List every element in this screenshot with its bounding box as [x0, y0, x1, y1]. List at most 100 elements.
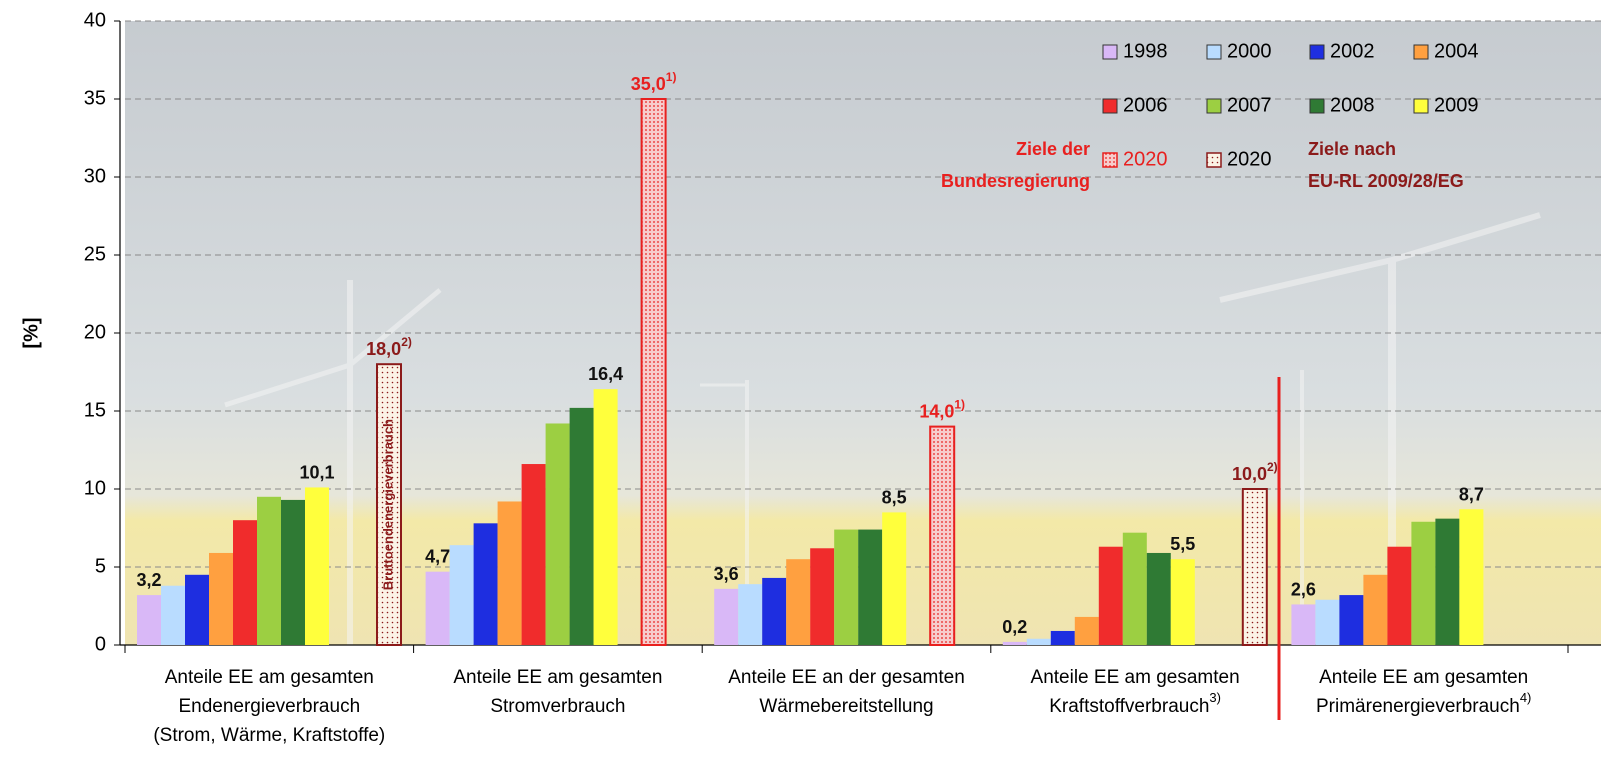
- legend-swatch: [1310, 99, 1324, 113]
- legend-label: 2002: [1330, 40, 1375, 62]
- x-tick-label-line: Anteile EE an der gesamten: [728, 667, 965, 688]
- data-label-value: 5,5: [1170, 534, 1195, 554]
- bar: [1051, 631, 1075, 645]
- bar: [1123, 533, 1147, 645]
- legend-swatch: [1414, 45, 1428, 59]
- bar: [786, 559, 810, 645]
- x-tick-label-line: Primärenergieverbrauch: [1316, 696, 1520, 717]
- bar: [1243, 489, 1267, 645]
- bar: [570, 408, 594, 645]
- data-label-value: 16,4: [588, 364, 623, 384]
- x-tick-note: 4): [1520, 690, 1532, 705]
- legend-group-title: Bundesregierung: [941, 171, 1090, 191]
- data-label-value: 2,6: [1291, 579, 1316, 599]
- bar: [810, 548, 834, 645]
- y-tick-label: 0: [95, 633, 106, 655]
- x-tick-label: Anteile EE am gesamten: [165, 667, 374, 688]
- legend-label: 2020: [1227, 148, 1272, 170]
- bar: [305, 487, 329, 645]
- x-tick-label-line: (Strom, Wärme, Kraftstoffe): [153, 725, 385, 746]
- x-tick-label: Anteile EE am gesamten: [453, 667, 662, 688]
- data-label-value: 35,0: [631, 74, 666, 94]
- y-tick-label: 5: [95, 555, 106, 577]
- x-tick-label: Anteile EE an der gesamten: [728, 667, 965, 688]
- x-tick-label: Stromverbrauch: [490, 696, 625, 717]
- bar: [1363, 575, 1387, 645]
- bar: [930, 427, 954, 645]
- x-tick-label: Endenergieverbrauch: [178, 696, 360, 717]
- x-tick-label-line: Anteile EE am gesamten: [1319, 667, 1528, 688]
- bar: [1459, 509, 1483, 645]
- data-label-note: 2): [401, 335, 412, 349]
- data-label-value: 18,0: [366, 339, 401, 359]
- bar: [257, 497, 281, 645]
- data-label: 5,5: [1170, 534, 1195, 554]
- bar: [498, 501, 522, 645]
- bar: [738, 584, 762, 645]
- x-tick-label-line: Wärmebereitstellung: [759, 696, 933, 717]
- x-tick-label-line: Stromverbrauch: [490, 696, 625, 717]
- data-label-note: 1): [666, 70, 677, 84]
- data-label-note: 1): [954, 398, 965, 412]
- x-tick-label: Primärenergieverbrauch4): [1316, 690, 1531, 717]
- legend-label: 1998: [1123, 40, 1168, 62]
- legend-swatch: [1207, 45, 1221, 59]
- y-tick-label: 25: [84, 243, 106, 265]
- bar: [546, 423, 570, 645]
- data-label: 16,4: [588, 364, 623, 384]
- y-tick-label: 35: [84, 87, 106, 109]
- bar: [474, 523, 498, 645]
- y-tick-label: 30: [84, 165, 106, 187]
- x-tick-label-line: Anteile EE am gesamten: [165, 667, 374, 688]
- y-tick-label: 20: [84, 321, 106, 343]
- bar: [642, 99, 666, 645]
- x-tick-label: Kraftstoffverbrauch3): [1049, 690, 1221, 717]
- x-tick-label-line: Kraftstoffverbrauch: [1049, 696, 1209, 717]
- x-tick-label: (Strom, Wärme, Kraftstoffe): [153, 725, 385, 746]
- bar: [281, 500, 305, 645]
- bar: [762, 578, 786, 645]
- bar: [1315, 600, 1339, 645]
- bar: [1411, 522, 1435, 645]
- bar: [161, 586, 185, 645]
- bar-annotation: Bruttoendenergieverbrauch: [380, 419, 395, 590]
- bar: [1387, 547, 1411, 645]
- x-tick-label: Anteile EE am gesamten: [1319, 667, 1528, 688]
- data-label: 3,2: [136, 570, 161, 590]
- bar: [858, 530, 882, 645]
- bar: [522, 464, 546, 645]
- y-tick-label: 15: [84, 399, 106, 421]
- data-label: 2,6: [1291, 579, 1316, 599]
- bar: [834, 530, 858, 645]
- bar: [1027, 639, 1051, 645]
- data-label: 4,7: [425, 546, 450, 566]
- legend-swatch: [1207, 153, 1221, 167]
- data-label-value: 10,0: [1232, 464, 1267, 484]
- bar: [185, 575, 209, 645]
- page: 0510152025303540 Anteile EE am gesamtenE…: [0, 0, 1601, 763]
- chart: 0510152025303540 Anteile EE am gesamtenE…: [0, 0, 1601, 763]
- legend-label: 2000: [1227, 40, 1272, 62]
- bar: [1291, 604, 1315, 645]
- bar: [882, 512, 906, 645]
- bar: [1075, 617, 1099, 645]
- x-tick-note: 3): [1209, 690, 1221, 705]
- data-label-value: 4,7: [425, 546, 450, 566]
- data-label-value: 14,0: [919, 401, 954, 421]
- bar: [1171, 559, 1195, 645]
- bar: [714, 589, 738, 645]
- x-tick-label-line: Anteile EE am gesamten: [1031, 667, 1240, 688]
- bar: [426, 572, 450, 645]
- bar: [209, 553, 233, 645]
- data-label-value: 3,6: [714, 564, 739, 584]
- legend-swatch: [1103, 99, 1117, 113]
- bar: [233, 520, 257, 645]
- legend-swatch: [1414, 99, 1428, 113]
- data-label-value: 0,2: [1002, 617, 1027, 637]
- legend-label: 2008: [1330, 94, 1375, 116]
- bar: [1003, 642, 1027, 645]
- x-tick-label-line: Endenergieverbrauch: [178, 696, 360, 717]
- bar: [1435, 519, 1459, 645]
- data-label: 8,7: [1459, 484, 1484, 504]
- data-label-value: 10,1: [299, 462, 334, 482]
